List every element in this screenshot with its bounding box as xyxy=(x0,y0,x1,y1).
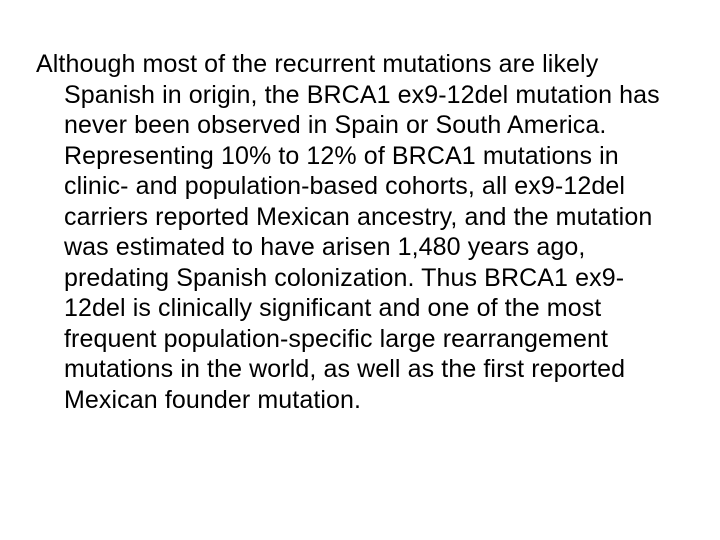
paragraph-text: Although most of the recurrent mutations… xyxy=(36,49,680,415)
slide-container: Although most of the recurrent mutations… xyxy=(0,0,720,540)
body-paragraph: Although most of the recurrent mutations… xyxy=(36,49,680,415)
